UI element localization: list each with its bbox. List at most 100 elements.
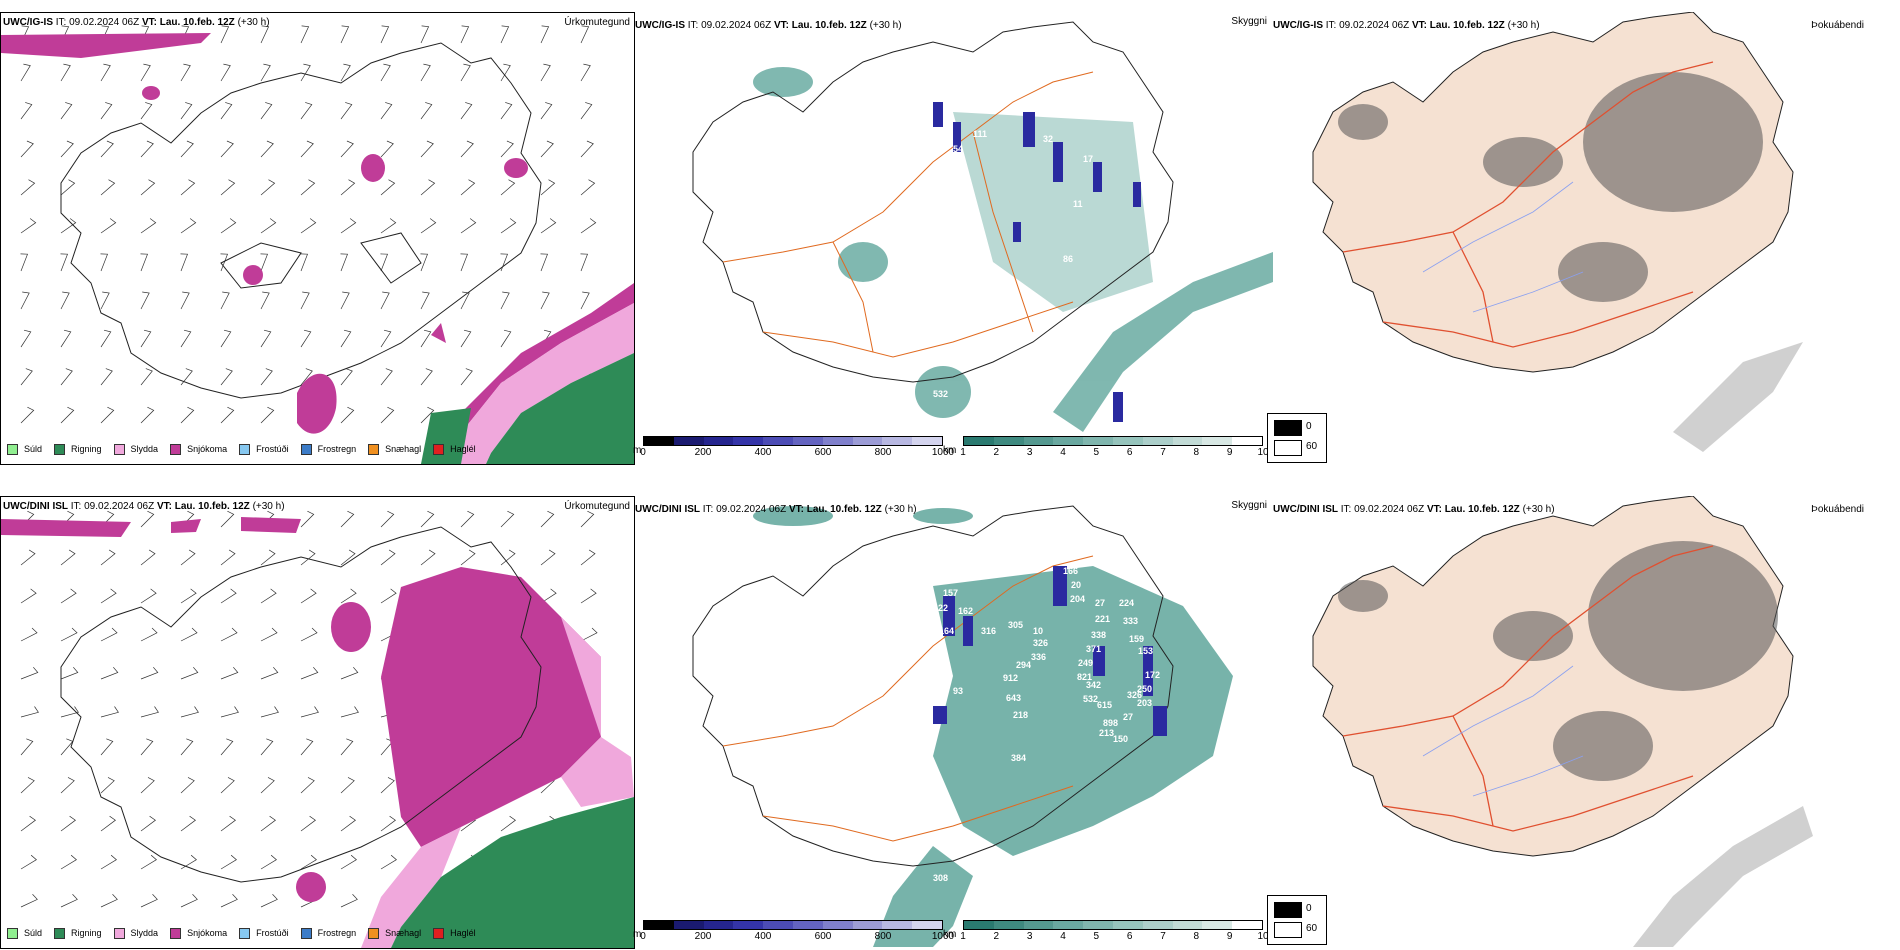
fog-map-1 (1312, 12, 1803, 452)
colorbar-cell (1142, 921, 1173, 929)
wind-barb (260, 63, 271, 82)
wind-barb (300, 815, 316, 832)
wind-barb (60, 666, 79, 680)
wind-barb (140, 777, 155, 794)
wind-barb (20, 894, 38, 908)
cloud-base-label: 532 (933, 389, 948, 399)
wind-barb (460, 63, 471, 82)
wind-barb (380, 291, 390, 310)
wind-barb (20, 102, 33, 120)
cloud-base-label: 821 (1077, 672, 1092, 682)
vis-colorbar-ticks: 1 2 3 4 5 6 7 8 9 10 (960, 930, 1268, 944)
wind-barb (580, 179, 596, 196)
colorbar-tick: 400 (754, 931, 772, 942)
wind-barb (460, 329, 472, 348)
blue-cells (933, 102, 1141, 422)
wind-barb (340, 666, 359, 680)
wind-barb (260, 253, 269, 272)
colorbar-cell (703, 921, 734, 929)
panel-header-cloud-1: UWC/IG-IS IT: 09.02.2024 06Z VT: Lau. 10… (635, 20, 902, 31)
legend-swatch (433, 927, 445, 939)
legend-label: Snjókoma (187, 928, 228, 938)
colorbar-tick: 9 (1226, 931, 1233, 942)
wind-barb (60, 777, 75, 794)
cloud-base-label: 20 (1071, 580, 1081, 590)
panel-type-title-precip-2: Úrkomutegund (564, 501, 630, 512)
cloud-base-label: 615 (1097, 700, 1112, 710)
wind-barb (140, 179, 156, 196)
wind-barb (380, 406, 395, 424)
panel-header-precip-1: UWC/IG-IS IT: 09.02.2024 06Z VT: Lau. 10… (3, 17, 270, 28)
legend-label: Frostúði (256, 444, 289, 454)
cloud-base-label: 153 (1138, 646, 1153, 656)
legend-label: Súld (24, 444, 43, 454)
wind-barb (340, 588, 357, 604)
legend-swatch (113, 927, 125, 939)
colorbar-tick: 2 (993, 447, 1000, 458)
wind-barb (420, 368, 433, 386)
wind-barb (260, 894, 278, 908)
legend-item-rigning: Rigning (54, 927, 102, 939)
wind-barb (220, 25, 230, 44)
colorbar-cell (703, 437, 734, 445)
wind-barb (60, 102, 73, 120)
wind-barb (220, 777, 235, 794)
wind-barb (100, 329, 112, 348)
colorbar-cell (1202, 921, 1233, 929)
wind-barb (260, 140, 274, 158)
legend-label: Snæhagl (385, 444, 422, 454)
iceland-outline (60, 42, 542, 399)
wind-barb (340, 815, 356, 832)
wind-barb (100, 854, 117, 870)
wind-barb (60, 627, 78, 642)
cloud-base-label: 465 (1078, 936, 1093, 946)
cloud-base-label: 342 (1086, 680, 1101, 690)
wind-barb (20, 815, 36, 832)
height-colorbar-ticks: 0 200 400 600 800 1000 (640, 446, 954, 460)
wind-barb (20, 706, 39, 718)
wind-barb (460, 368, 473, 386)
wind-barb (380, 102, 393, 120)
legend-swatch (433, 443, 445, 455)
precip-legend-1: Súld Rigning Slydda Snjókoma Frostúði Frostre… (7, 441, 488, 457)
wind-barb (300, 549, 316, 566)
legend-item-snjókoma: Snjókoma (170, 443, 227, 455)
colorbar-tick: 200 (694, 447, 712, 458)
wind-barb (540, 291, 550, 310)
colorbar-tick: 600 (814, 447, 832, 458)
wind-barb (380, 63, 391, 82)
wind-barb (180, 738, 194, 756)
wind-barb (340, 25, 350, 44)
wind-barb (580, 588, 597, 604)
wind-barb (460, 179, 476, 196)
wind-barb (300, 218, 317, 234)
precip-map-2 (1, 510, 634, 948)
panel-header-fog-2: UWC/DINI ISL IT: 09.02.2024 06Z VT: Lau.… (1273, 504, 1555, 515)
wind-barb (220, 291, 230, 310)
colorbar-tick: 8 (1193, 931, 1200, 942)
colorbar-tick: 800 (874, 931, 892, 942)
cloud-base-label: 249 (1078, 658, 1093, 668)
cloud-base-label: 166 (1063, 566, 1078, 576)
fog-map-2 (1312, 496, 1813, 947)
wind-barb (60, 406, 75, 424)
wind-barb (420, 63, 431, 82)
wind-barb (180, 406, 195, 424)
fog-shading (1338, 72, 1803, 452)
legend-item-frostregn: Frostregn (300, 443, 356, 455)
vis-colorbar-cells (963, 920, 1263, 930)
wind-barb (580, 627, 598, 642)
wind-barb (20, 179, 36, 196)
wind-barb (180, 706, 199, 718)
panel-type-title-cloud-1: Skyggni (1231, 16, 1267, 27)
wind-barb (180, 777, 195, 794)
cloud-base-map-1: 51 111 54 32 17 11 86 47 532 (692, 21, 1273, 432)
wind-barb (460, 140, 474, 158)
precip-type-panel-2: UWC/DINI ISL IT: 09.02.2024 06Z VT: Lau.… (0, 496, 635, 949)
wind-barb (100, 63, 111, 82)
cloud-base-label: 47 (1103, 304, 1113, 314)
wind-barb (460, 510, 475, 528)
wind-barb (100, 218, 117, 234)
wind-barb (460, 253, 469, 272)
wind-barb (260, 627, 278, 642)
